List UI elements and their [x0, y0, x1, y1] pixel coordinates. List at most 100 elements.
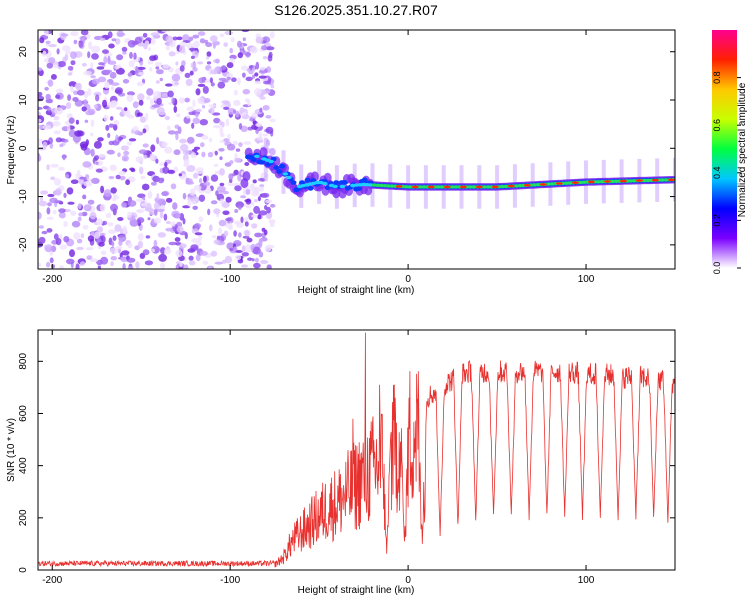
noise-speckle [254, 87, 262, 96]
noise-speckle [219, 182, 225, 187]
noise-speckle [202, 104, 205, 109]
noise-speckle [190, 55, 195, 60]
noise-speckle [252, 74, 255, 79]
noise-speckle [38, 236, 46, 244]
noise-speckle [144, 112, 149, 121]
noise-speckle [159, 112, 166, 116]
noise-speckle [178, 266, 184, 269]
noise-speckle [150, 32, 160, 37]
noise-speckle [186, 165, 196, 172]
noise-speckle [209, 224, 213, 232]
y-tick-label: 800 [18, 353, 29, 370]
noise-speckle [136, 81, 144, 87]
noise-speckle [266, 206, 271, 214]
noise-speckle [261, 192, 270, 198]
noise-speckle [80, 233, 85, 239]
noise-speckle [103, 189, 112, 197]
noise-speckle [117, 152, 121, 157]
noise-speckle [129, 219, 139, 227]
noise-speckle [80, 30, 89, 36]
noise-speckle [172, 36, 178, 41]
noise-speckle [255, 61, 260, 70]
noise-speckle [105, 212, 112, 218]
y-tick-label: 0 [18, 145, 29, 151]
noise-speckle [192, 117, 200, 125]
noise-speckle [99, 232, 106, 236]
noise-speckle [258, 251, 264, 258]
noise-speckle [219, 198, 224, 205]
noise-speckle [154, 61, 163, 67]
noise-speckle [68, 117, 75, 124]
noise-speckle [91, 177, 100, 184]
noise-speckle [47, 193, 55, 198]
noise-speckle [157, 177, 165, 184]
noise-speckle [154, 208, 158, 216]
noise-speckle [137, 43, 145, 47]
signal-peak [282, 172, 289, 176]
noise-speckle [121, 145, 129, 151]
noise-speckle [258, 75, 267, 79]
noise-speckle [137, 233, 144, 241]
noise-speckle [91, 78, 100, 85]
noise-speckle [69, 85, 74, 93]
noise-speckle [83, 90, 89, 99]
noise-speckle [245, 204, 252, 209]
x-tick-label: 100 [578, 575, 595, 586]
spectrogram-marks [38, 30, 675, 269]
noise-speckle [127, 40, 136, 48]
noise-speckle [82, 194, 87, 200]
noise-speckle [133, 52, 137, 60]
noise-speckle [150, 181, 157, 186]
noise-speckle [58, 166, 65, 171]
noise-speckle [237, 40, 242, 48]
noise-speckle [259, 107, 263, 113]
noise-speckle [109, 247, 119, 254]
noise-speckle [221, 79, 229, 83]
noise-speckle [149, 67, 153, 72]
noise-speckle [84, 119, 89, 124]
noise-speckle [63, 192, 67, 198]
snr-x-axis: -200 -100 0 100 [42, 330, 595, 586]
noise-speckle [210, 35, 218, 43]
noise-speckle [127, 211, 132, 218]
noise-speckle [233, 101, 241, 106]
noise-speckle [66, 113, 73, 119]
noise-speckle [96, 218, 103, 226]
noise-speckle [233, 109, 236, 114]
noise-speckle [262, 56, 268, 60]
noise-speckle [189, 188, 196, 196]
noise-speckle [199, 38, 206, 44]
noise-speckle [121, 46, 128, 53]
noise-speckle [102, 99, 107, 108]
x-tick-label: -100 [220, 274, 240, 285]
noise-speckle [149, 55, 157, 61]
noise-speckle [103, 114, 109, 121]
y-tick-label: -20 [18, 237, 29, 252]
noise-speckle [156, 193, 160, 201]
signal-core [356, 186, 362, 192]
noise-speckle [77, 169, 81, 176]
noise-speckle [138, 99, 144, 106]
noise-speckle [195, 167, 204, 175]
noise-speckle [221, 201, 230, 209]
noise-speckle [74, 83, 80, 89]
noise-speckle [93, 91, 102, 97]
noise-speckle [219, 132, 225, 138]
noise-speckle [136, 209, 142, 213]
noise-speckle [128, 60, 135, 68]
noise-speckle [68, 81, 77, 88]
noise-speckle [164, 146, 173, 154]
noise-speckle [184, 264, 189, 269]
noise-speckle [187, 199, 192, 207]
noise-speckle [249, 46, 258, 54]
spectrogram-x-axis: -200 -100 0 100 [42, 30, 595, 285]
noise-speckle [63, 221, 68, 227]
noise-speckle [116, 32, 126, 37]
y-tick-label: 200 [18, 509, 29, 526]
noise-speckle [110, 203, 118, 212]
noise-speckle [97, 137, 104, 142]
noise-speckle [259, 66, 266, 71]
noise-speckle [49, 142, 54, 149]
noise-speckle [155, 158, 159, 164]
noise-speckle [50, 163, 59, 168]
